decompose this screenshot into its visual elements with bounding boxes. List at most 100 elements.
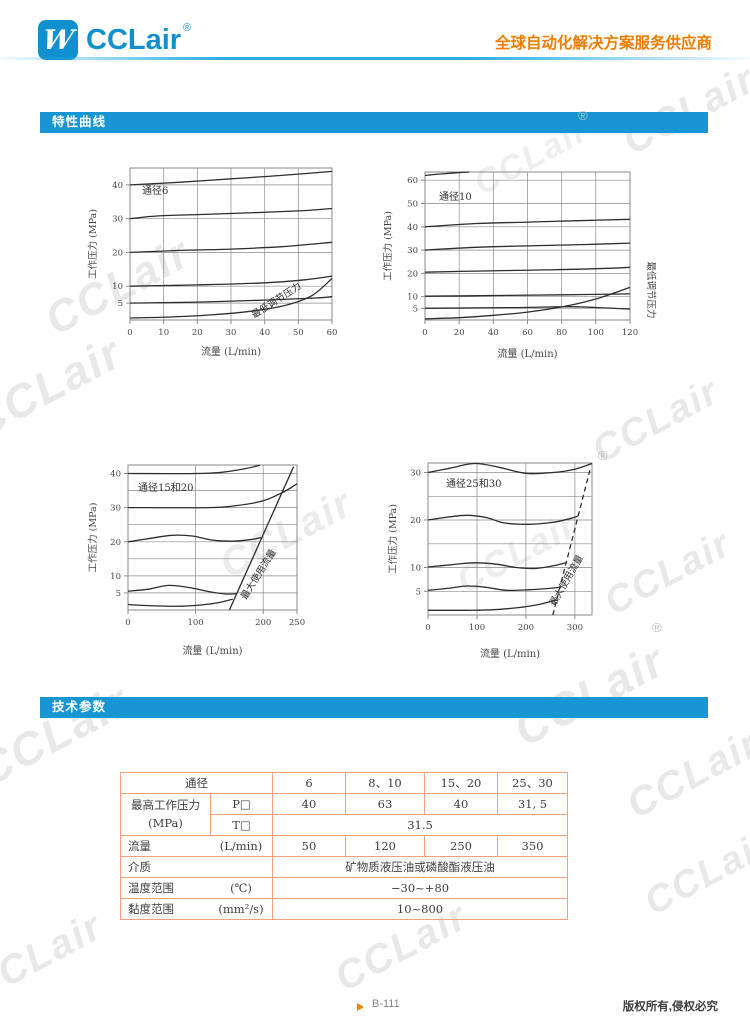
- svg-text:30: 30: [410, 469, 421, 479]
- registered-watermark-icon: ®: [652, 620, 662, 635]
- chart-dn25-30: 5 10 20 30 0 100 200 300 通径25和30 流量 (L/min) 工作压力 (…: [385, 453, 625, 675]
- svg-text:10: 10: [410, 564, 421, 574]
- svg-text:30: 30: [226, 328, 237, 338]
- watermark: CCLair: [637, 822, 750, 924]
- svg-text:20: 20: [454, 328, 465, 338]
- svg-text:0: 0: [425, 623, 430, 633]
- cell-flow-v2: 250: [424, 835, 498, 857]
- svg-text:30: 30: [407, 246, 418, 256]
- svg-text:通径10: 通径10: [439, 190, 472, 203]
- svg-text:100: 100: [588, 328, 604, 338]
- section-title: 技术参数: [52, 700, 107, 714]
- temperature-unit: (℃): [230, 881, 252, 895]
- pressure-unit: (MPa): [148, 815, 183, 830]
- cell-flow-label: 流量 (L/min): [120, 835, 273, 857]
- table-row-viscosity: 黏度范围 (mm²/s) 10~800: [120, 898, 568, 920]
- header-divider: [0, 57, 750, 60]
- svg-text:200: 200: [518, 623, 534, 633]
- viscosity-name: 黏度范围: [128, 902, 174, 916]
- cell-pressure-p1: 63: [345, 793, 425, 815]
- cell-pressure-name: 最高工作压力 (MPa): [120, 793, 211, 836]
- svg-text:工作压力 (MPa): 工作压力 (MPa): [387, 504, 399, 574]
- svg-text:60: 60: [522, 328, 533, 338]
- svg-text:100: 100: [187, 618, 203, 628]
- cell-temperature-label: 温度范围 (℃): [120, 877, 273, 899]
- viscosity-unit: (mm²/s): [218, 902, 264, 916]
- watermark: CCLair: [0, 904, 110, 1011]
- medium-name: 介质: [128, 860, 151, 874]
- svg-text:10: 10: [407, 293, 418, 303]
- chart-dn10: 5 10 20 30 40 50 60 0 20 40 60 80 100 120 通径10 流量 (L/mi…: [380, 160, 670, 375]
- pressure-name: 最高工作压力: [131, 797, 200, 812]
- cell-temperature-value: −30~+80: [272, 877, 568, 899]
- cell-pressure-t: 31.5: [272, 814, 568, 836]
- svg-text:40: 40: [488, 328, 499, 338]
- svg-text:40: 40: [110, 470, 121, 480]
- cell-flow-v0: 50: [272, 835, 346, 857]
- cell-pressure-p0: 40: [272, 793, 346, 815]
- svg-text:0: 0: [125, 618, 130, 628]
- svg-text:0: 0: [127, 328, 132, 338]
- svg-text:250: 250: [289, 618, 305, 628]
- cell-diameter-v1: 8、10: [345, 772, 425, 794]
- svg-text:流量 (L/min): 流量 (L/min): [201, 345, 261, 358]
- svg-text:通径25和30: 通径25和30: [446, 477, 501, 490]
- svg-text:5: 5: [116, 589, 121, 599]
- watermark: CCLair: [619, 721, 750, 828]
- chart-dn6: 5 10 20 30 40 0 10 20 30 40 50 60 通径6 流量 (L/min) 工作压力 …: [85, 158, 350, 373]
- table-row-temperature: 温度范围 (℃) −30~+80: [120, 877, 568, 899]
- svg-text:60: 60: [327, 328, 338, 338]
- svg-text:120: 120: [622, 328, 638, 338]
- registered-icon: ®: [183, 22, 192, 34]
- logo-wordmark: CCLair: [86, 24, 182, 56]
- svg-text:工作压力 (MPa): 工作压力 (MPa): [87, 209, 99, 279]
- svg-text:40: 40: [259, 328, 270, 338]
- svg-text:最低调节压力: 最低调节压力: [645, 261, 657, 318]
- table-row-medium: 介质 矿物质液压油或磷酸酯液压油: [120, 856, 568, 878]
- svg-text:20: 20: [112, 248, 123, 258]
- svg-text:100: 100: [469, 623, 485, 633]
- svg-text:40: 40: [112, 181, 123, 191]
- svg-text:5: 5: [416, 587, 421, 597]
- cell-medium-label: 介质: [120, 856, 273, 878]
- svg-text:0: 0: [422, 328, 427, 338]
- company-tagline: 全球自动化解决方案服务供应商: [494, 35, 712, 52]
- svg-text:40: 40: [407, 223, 418, 233]
- svg-text:80: 80: [556, 328, 567, 338]
- svg-text:10: 10: [158, 328, 169, 338]
- cell-viscosity-value: 10~800: [272, 898, 568, 920]
- section-title: 特性曲线: [52, 115, 107, 129]
- svg-text:20: 20: [110, 538, 121, 548]
- svg-text:工作压力 (MPa): 工作压力 (MPa): [382, 211, 394, 281]
- svg-text:5: 5: [413, 304, 418, 314]
- flow-name: 流量: [128, 839, 151, 853]
- flow-unit: (L/min): [219, 839, 263, 853]
- table-row-pressure-t: T□ 31.5: [121, 814, 568, 836]
- svg-text:10: 10: [112, 282, 123, 292]
- svg-text:流量 (L/min): 流量 (L/min): [497, 347, 557, 360]
- svg-text:50: 50: [407, 200, 418, 210]
- watermark: CCLair: [615, 57, 750, 164]
- table-row-diameter: 通径 6 8、10 15、20 25、30: [120, 772, 568, 794]
- temperature-name: 温度范围: [128, 881, 174, 895]
- table-row-flow: 流量 (L/min) 50 120 250 350: [120, 835, 568, 857]
- spec-table: 通径 6 8、10 15、20 25、30 最高工作压力 (MPa) P□ 40…: [120, 772, 568, 920]
- table-row-pressure-p: 最高工作压力 (MPa) P□ 40 63 40 31, 5: [120, 793, 568, 836]
- cell-diameter-label: 通径: [120, 772, 273, 794]
- svg-text:工作压力 (MPa): 工作压力 (MPa): [87, 503, 99, 573]
- cell-pressure-p2: 40: [424, 793, 498, 815]
- cell-flow-v1: 120: [345, 835, 425, 857]
- svg-text:20: 20: [410, 516, 421, 526]
- cell-diameter-v2: 15、20: [424, 772, 498, 794]
- cell-medium-value: 矿物质液压油或磷酸酯液压油: [272, 856, 568, 878]
- cell-port-t: T□: [210, 814, 273, 836]
- section-bar-params: 技术参数: [40, 697, 708, 718]
- svg-text:200: 200: [255, 618, 271, 628]
- svg-text:20: 20: [407, 269, 418, 279]
- svg-text:300: 300: [567, 623, 583, 633]
- cell-diameter-v0: 6: [272, 772, 346, 794]
- svg-text:通径15和20: 通径15和20: [138, 481, 193, 494]
- svg-text:流量 (L/min): 流量 (L/min): [182, 644, 242, 657]
- svg-text:50: 50: [293, 328, 304, 338]
